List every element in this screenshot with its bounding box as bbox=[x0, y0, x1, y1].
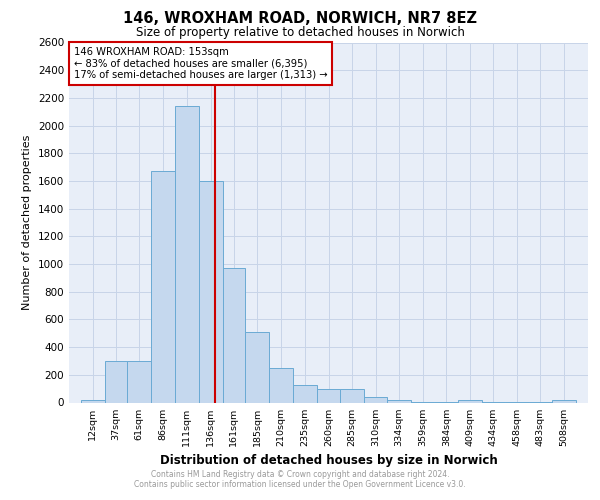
Bar bbox=[553, 400, 576, 402]
Bar bbox=[317, 388, 340, 402]
X-axis label: Distribution of detached houses by size in Norwich: Distribution of detached houses by size … bbox=[160, 454, 497, 467]
Bar bbox=[387, 400, 411, 402]
Text: Size of property relative to detached houses in Norwich: Size of property relative to detached ho… bbox=[136, 26, 464, 39]
Text: Contains HM Land Registry data © Crown copyright and database right 2024.
Contai: Contains HM Land Registry data © Crown c… bbox=[134, 470, 466, 489]
Bar bbox=[458, 400, 482, 402]
Bar bbox=[151, 172, 175, 402]
Bar bbox=[175, 106, 199, 403]
Text: 146 WROXHAM ROAD: 153sqm
← 83% of detached houses are smaller (6,395)
17% of sem: 146 WROXHAM ROAD: 153sqm ← 83% of detach… bbox=[74, 46, 328, 80]
Bar bbox=[269, 368, 293, 402]
Bar bbox=[104, 361, 127, 403]
Text: 146, WROXHAM ROAD, NORWICH, NR7 8EZ: 146, WROXHAM ROAD, NORWICH, NR7 8EZ bbox=[123, 11, 477, 26]
Bar bbox=[199, 181, 223, 402]
Bar bbox=[223, 268, 245, 402]
Bar bbox=[293, 385, 317, 402]
Bar bbox=[81, 400, 104, 402]
Bar bbox=[245, 332, 269, 402]
Y-axis label: Number of detached properties: Number of detached properties bbox=[22, 135, 32, 310]
Bar bbox=[127, 361, 151, 403]
Bar bbox=[364, 397, 387, 402]
Bar bbox=[340, 388, 364, 402]
